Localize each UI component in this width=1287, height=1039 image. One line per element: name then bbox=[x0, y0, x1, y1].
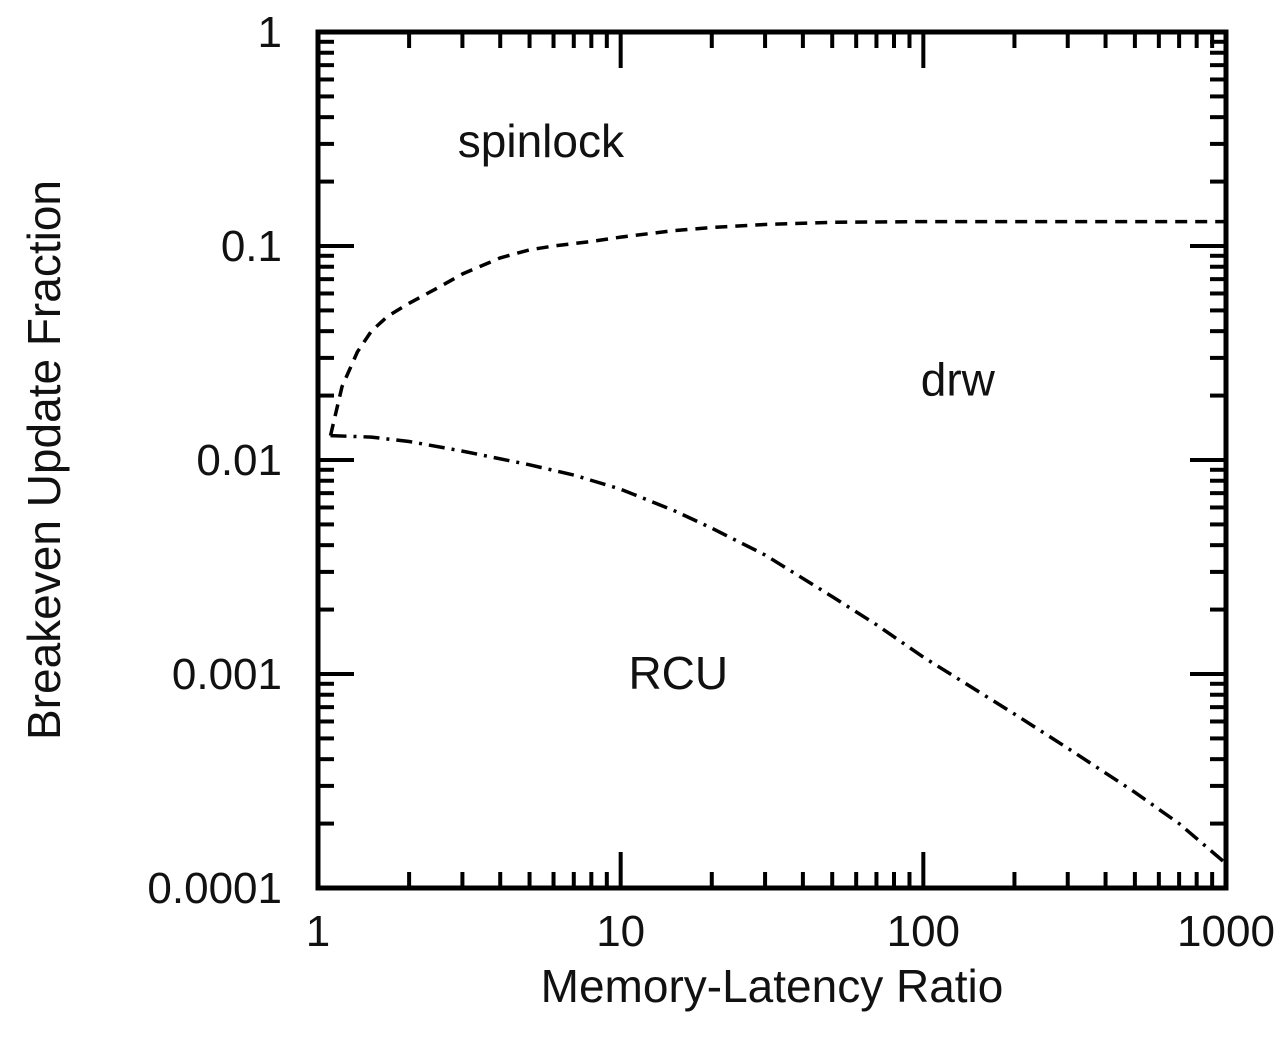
plot-frame bbox=[315, 29, 1229, 891]
x-tick-label: 100 bbox=[887, 907, 960, 956]
region-label-drw: drw bbox=[921, 354, 996, 406]
x-tick-labels: 1 10 100 1000 bbox=[306, 907, 1275, 956]
series-group bbox=[328, 219, 1228, 865]
y-tick-label: 0.01 bbox=[196, 436, 282, 485]
axis-ticks bbox=[318, 32, 1226, 888]
y-tick-label: 0.1 bbox=[221, 222, 282, 271]
y-tick-label: 0.001 bbox=[172, 650, 282, 699]
y-axis-title: Breakeven Update Fraction bbox=[18, 180, 70, 740]
x-tick-label: 10 bbox=[596, 907, 645, 956]
x-tick-label: 1 bbox=[306, 907, 330, 956]
y-tick-label: 0.0001 bbox=[147, 864, 282, 913]
series-line-1 bbox=[328, 219, 1226, 437]
region-label-spinlock: spinlock bbox=[458, 115, 625, 167]
x-tick-label: 1000 bbox=[1177, 907, 1275, 956]
x-axis-title: Memory-Latency Ratio bbox=[541, 960, 1004, 1012]
y-tick-label: 1 bbox=[258, 8, 282, 57]
y-tick-labels: 0.0001 0.001 0.01 0.1 1 bbox=[147, 8, 282, 913]
region-label-rcu: RCU bbox=[628, 647, 728, 699]
series-line-2 bbox=[330, 433, 1228, 865]
